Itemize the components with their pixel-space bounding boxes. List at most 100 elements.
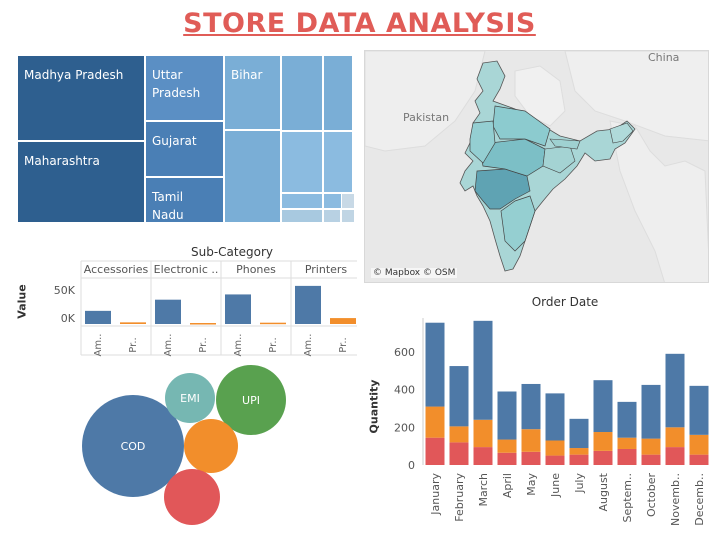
treemap-tile-label: Madhya Pradesh [24,68,124,82]
order-date-xtick: July [573,473,586,494]
order-date-bar-segment[interactable] [473,320,493,420]
order-date-bar-segment[interactable] [449,366,469,427]
order-date-bar-segment[interactable] [425,406,445,438]
order-date-bar-segment[interactable] [593,432,613,451]
order-date-bar-segment[interactable] [473,447,493,465]
subcategory-bar-label: Am.. [233,334,244,357]
order-date-bar-segment[interactable] [569,454,589,465]
subcategory-bar[interactable] [330,318,356,324]
order-date-bar-segment[interactable] [617,437,637,449]
order-date-ytick: 600 [394,346,415,359]
order-date-bar-segment[interactable] [641,454,661,465]
treemap-tile[interactable] [323,209,341,223]
dashboard-title: STORE DATA ANALYSIS [183,8,536,39]
order-date-bar-segment[interactable] [593,380,613,433]
order-date-xtick: February [453,473,466,522]
order-date-bar-segment[interactable] [521,451,541,465]
treemap-tile[interactable]: Madhya Pradesh [17,55,145,141]
treemap-tile[interactable] [281,209,323,223]
subcategory-chart[interactable]: Sub-Category Value 50K 0K Am.. Pr.. Am.. Pr… [16,240,357,360]
subcategory-chart-title: Sub-Category [191,245,273,259]
order-date-bar-segment[interactable] [641,438,661,455]
order-date-bar-segment[interactable] [665,447,685,465]
order-date-bar-segment[interactable] [689,434,709,455]
order-date-xtick: June [549,473,562,498]
payment-bubble-label: UPI [242,393,260,407]
subcategory-bar[interactable] [295,285,321,324]
subcategory-bar[interactable] [155,299,181,324]
order-date-bar-segment[interactable] [641,384,661,439]
order-date-bar-segment[interactable] [545,393,565,441]
order-date-bar-segment[interactable] [449,442,469,465]
order-date-bar-segment[interactable] [545,440,565,456]
subcategory-bar-label: Pr.. [128,337,139,352]
map-canvas [365,51,708,282]
payment-bubble[interactable]: COD [82,395,184,497]
treemap-tile[interactable] [224,130,281,223]
order-date-bar-segment[interactable] [569,418,589,449]
order-date-bar-segment[interactable] [449,426,469,443]
treemap-tile[interactable]: Uttar Pradesh [145,55,224,121]
treemap-tile[interactable] [323,131,353,193]
order-date-bar-segment[interactable] [545,455,565,465]
order-date-bar-segment[interactable] [665,353,685,428]
treemap-tile[interactable]: Bihar [224,55,281,130]
order-date-bar-segment[interactable] [665,427,685,448]
payment-mode-bubbles[interactable]: COD EMI UPI [80,365,300,530]
treemap-tile-label: Maharashtra [24,154,100,168]
treemap-tile[interactable]: Tamil Nadu [145,177,224,223]
subcategory-bar-label: Pr.. [268,337,279,352]
treemap-tile[interactable] [281,193,323,209]
order-date-bar-segment[interactable] [689,454,709,465]
payment-bubble[interactable]: UPI [216,365,286,435]
order-date-bar-segment[interactable] [425,437,445,465]
india-map[interactable]: China Pakistan © Mapbox © OSM [364,50,709,283]
map-label-china: China [648,51,680,64]
subcategory-bar[interactable] [120,322,146,324]
order-date-bar-segment[interactable] [617,401,637,438]
map-credit[interactable]: © Mapbox © OSM [371,268,458,278]
treemap-tile[interactable] [341,193,355,209]
treemap-tile[interactable]: Gujarat [145,121,224,177]
payment-bubble[interactable] [184,419,238,473]
order-date-bar-segment[interactable] [521,429,541,452]
treemap-tile[interactable] [281,55,323,131]
treemap-tile[interactable]: Maharashtra [17,141,145,223]
subcategory-panel-header: Phones [236,263,276,276]
payment-bubble[interactable] [164,469,220,525]
subcategory-bar-label: Am.. [303,334,314,357]
state-treemap[interactable]: Madhya Pradesh Maharashtra Uttar Pradesh Gu… [17,55,355,223]
treemap-tile-label: Uttar Pradesh [152,68,201,100]
subcategory-plot: Am.. Pr.. Am.. Pr.. Am.. Pr.. Am.. Pr.. [80,260,357,357]
subcategory-bar[interactable] [190,323,216,325]
treemap-tile[interactable] [281,131,323,193]
order-date-bar-segment[interactable] [497,452,517,465]
order-date-bar-segment[interactable] [425,322,445,407]
order-date-bar-segment[interactable] [497,439,517,453]
subcategory-bar[interactable] [85,310,111,324]
order-date-xtick: April [501,473,514,498]
treemap-tile[interactable] [341,209,355,223]
order-date-bar-segment[interactable] [593,450,613,465]
treemap-tile-label: Tamil Nadu [152,190,184,222]
order-date-bar-segment[interactable] [569,448,589,455]
subcategory-panel-header: Accessories [83,263,149,276]
order-date-xtick: Decemb.. [693,473,706,526]
treemap-tile[interactable] [323,55,353,131]
order-date-bar-segment[interactable] [689,385,709,435]
order-date-bar-segment[interactable] [473,419,493,448]
subcategory-bar[interactable] [225,294,251,324]
subcategory-panel-header: Printers [304,263,348,276]
treemap-tile-label: Gujarat [152,134,197,148]
payment-bubble-label: COD [120,439,146,453]
subcategory-bar-label: Pr.. [338,337,349,352]
payment-bubble[interactable]: EMI [165,373,215,423]
subcategory-bar-label: Am.. [93,334,104,357]
order-date-ytick: 400 [394,384,415,397]
order-date-bar-segment[interactable] [521,383,541,430]
order-date-bar-segment[interactable] [617,448,637,465]
order-date-bar-segment[interactable] [497,391,517,440]
order-date-chart[interactable]: Order Date Quantity 0 200 400 600 January Feb… [365,290,719,536]
order-date-ytick: 0 [408,459,415,472]
subcategory-bar[interactable] [260,322,286,325]
